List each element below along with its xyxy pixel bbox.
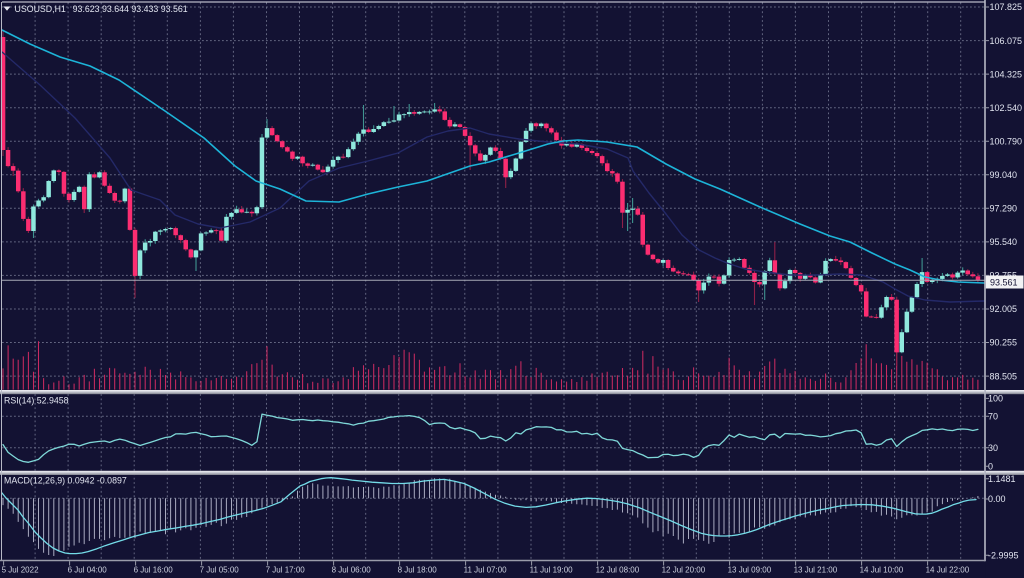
svg-text:92.005: 92.005 (990, 304, 1018, 314)
svg-text:12 Jul 08:00: 12 Jul 08:00 (596, 565, 640, 574)
svg-text:95.540: 95.540 (990, 237, 1018, 247)
svg-text:6 Jul 16:00: 6 Jul 16:00 (134, 565, 174, 574)
svg-text:0.00: 0.00 (988, 494, 1006, 504)
svg-text:14 Jul 10:00: 14 Jul 10:00 (860, 565, 904, 574)
svg-text:93.561: 93.561 (990, 278, 1018, 288)
svg-text:0: 0 (988, 462, 993, 472)
svg-text:USOUSD,H1 93.623 93.644 93.43: USOUSD,H1 93.623 93.644 93.433 93.561 (15, 4, 188, 14)
svg-text:MACD(12,26,9) 0.0942 -0.0897: MACD(12,26,9) 0.0942 -0.0897 (4, 476, 127, 486)
svg-text:6 Jul 04:00: 6 Jul 04:00 (68, 565, 108, 574)
svg-text:14 Jul 22:00: 14 Jul 22:00 (926, 565, 970, 574)
svg-text:100: 100 (988, 394, 1003, 404)
svg-text:8 Jul 06:00: 8 Jul 06:00 (332, 565, 372, 574)
svg-text:8 Jul 18:00: 8 Jul 18:00 (398, 565, 438, 574)
svg-text:-2.9995: -2.9995 (988, 550, 1019, 560)
svg-text:102.540: 102.540 (990, 103, 1023, 113)
svg-text:7 Jul 05:00: 7 Jul 05:00 (200, 565, 240, 574)
svg-text:70: 70 (988, 412, 998, 422)
svg-text:12 Jul 20:00: 12 Jul 20:00 (662, 565, 706, 574)
svg-text:107.825: 107.825 (990, 2, 1023, 12)
svg-text:90.255: 90.255 (990, 338, 1018, 348)
svg-text:5 Jul 2022: 5 Jul 2022 (2, 565, 39, 574)
svg-text:13 Jul 21:00: 13 Jul 21:00 (794, 565, 838, 574)
svg-text:106.075: 106.075 (990, 36, 1023, 46)
svg-text:7 Jul 17:00: 7 Jul 17:00 (266, 565, 306, 574)
svg-text:13 Jul 09:00: 13 Jul 09:00 (728, 565, 772, 574)
svg-text:1.1481: 1.1481 (988, 474, 1016, 484)
svg-text:11 Jul 19:00: 11 Jul 19:00 (530, 565, 574, 574)
svg-text:97.290: 97.290 (990, 204, 1018, 214)
svg-text:99.040: 99.040 (990, 170, 1018, 180)
svg-text:11 Jul 07:00: 11 Jul 07:00 (464, 565, 508, 574)
svg-text:100.790: 100.790 (990, 136, 1023, 146)
svg-text:88.505: 88.505 (990, 371, 1018, 381)
svg-text:30: 30 (988, 443, 998, 453)
svg-text:RSI(14) 52.9458: RSI(14) 52.9458 (4, 395, 69, 405)
svg-text:104.325: 104.325 (990, 69, 1023, 79)
